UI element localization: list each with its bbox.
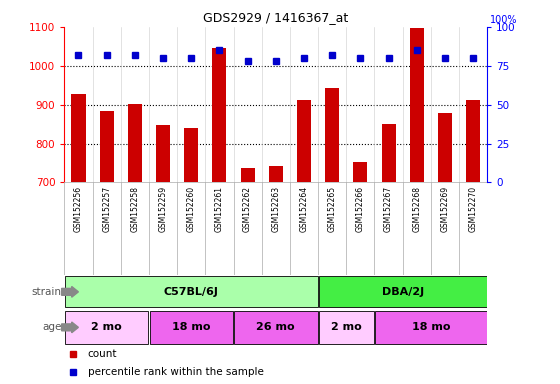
Text: 2 mo: 2 mo: [331, 322, 362, 333]
Text: GSM152266: GSM152266: [356, 186, 365, 232]
Text: GSM152257: GSM152257: [102, 186, 111, 232]
Bar: [65, 276, 318, 307]
Text: GSM152264: GSM152264: [300, 186, 309, 232]
Text: 100%: 100%: [490, 15, 517, 25]
Text: GSM152258: GSM152258: [130, 186, 139, 232]
Text: C57BL/6J: C57BL/6J: [164, 287, 218, 297]
Text: count: count: [88, 349, 117, 359]
Bar: [466, 100, 480, 182]
Bar: [353, 162, 367, 182]
Text: GSM152263: GSM152263: [271, 186, 281, 232]
Bar: [381, 124, 395, 182]
Bar: [212, 48, 226, 182]
Text: strain: strain: [31, 287, 62, 297]
Text: GSM152267: GSM152267: [384, 186, 393, 232]
Bar: [325, 88, 339, 182]
Text: GSM152262: GSM152262: [243, 186, 252, 232]
Bar: [128, 104, 142, 182]
Bar: [375, 311, 487, 344]
Bar: [319, 276, 487, 307]
Bar: [150, 311, 233, 344]
Text: GSM152259: GSM152259: [158, 186, 167, 232]
Text: GSM152268: GSM152268: [412, 186, 421, 232]
Text: GSM152270: GSM152270: [469, 186, 478, 232]
Bar: [100, 111, 114, 182]
Text: GSM152256: GSM152256: [74, 186, 83, 232]
Bar: [410, 28, 424, 182]
Bar: [72, 94, 86, 182]
Bar: [438, 113, 452, 182]
Bar: [156, 125, 170, 182]
Text: GSM152260: GSM152260: [186, 186, 196, 232]
Bar: [269, 166, 283, 182]
Text: percentile rank within the sample: percentile rank within the sample: [88, 366, 264, 377]
Text: GSM152269: GSM152269: [440, 186, 450, 232]
Bar: [319, 311, 374, 344]
Text: 18 mo: 18 mo: [412, 322, 450, 333]
Bar: [297, 100, 311, 182]
Text: GSM152265: GSM152265: [328, 186, 337, 232]
Bar: [234, 311, 318, 344]
Bar: [241, 168, 255, 182]
Text: 2 mo: 2 mo: [91, 322, 122, 333]
Text: 26 mo: 26 mo: [256, 322, 295, 333]
Text: age: age: [42, 322, 62, 333]
Bar: [184, 128, 198, 182]
Text: 18 mo: 18 mo: [172, 322, 211, 333]
Text: GSM152261: GSM152261: [215, 186, 224, 232]
Bar: [65, 311, 148, 344]
Text: DBA/2J: DBA/2J: [381, 287, 424, 297]
Title: GDS2929 / 1416367_at: GDS2929 / 1416367_at: [203, 11, 348, 24]
